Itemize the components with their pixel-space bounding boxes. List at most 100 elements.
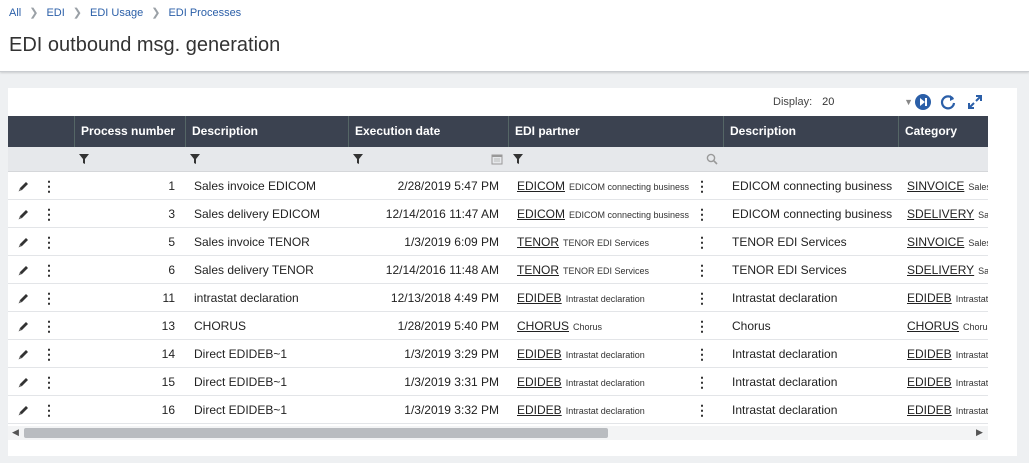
edi-partner-link[interactable]: EDIDEB xyxy=(517,291,562,305)
row-menu-icon[interactable]: ⋮ xyxy=(42,262,56,278)
cell-execution-date: 2/28/2019 5:47 PM xyxy=(397,179,499,193)
edi-partner-link[interactable]: EDICOM xyxy=(517,179,565,193)
category-code-link[interactable]: SINVOICE xyxy=(907,235,965,249)
cell-edi-partner: EDICOM EDICOM connecting business xyxy=(517,172,695,200)
edi-partner-desc: Intrastat declaration xyxy=(565,378,645,388)
refresh-icon[interactable] xyxy=(939,93,957,111)
breadcrumb: All ❯ EDI ❯ EDI Usage ❯ EDI Processes xyxy=(9,6,242,20)
edit-icon[interactable] xyxy=(17,228,33,256)
edi-partner-link[interactable]: EDICOM xyxy=(517,207,565,221)
table-row[interactable]: ⋮ 16 Direct EDIDEB~1 1/3/2019 3:32 PM EDIDEB… xyxy=(8,396,988,424)
cell-description: Sales delivery TENOR xyxy=(194,263,314,277)
filter-icon[interactable] xyxy=(78,153,90,165)
scroll-right-arrow-icon[interactable]: ▶ xyxy=(976,427,983,437)
cell-process-number: 16 xyxy=(161,403,175,417)
cell-process-number: 14 xyxy=(161,347,175,361)
caret-down-icon[interactable]: ▼ xyxy=(904,97,914,107)
table-row[interactable]: ⋮ 15 Direct EDIDEB~1 1/3/2019 3:31 PM EDIDEB… xyxy=(8,368,988,396)
category-code-desc: Sales in xyxy=(968,238,988,248)
edi-partner-link[interactable]: TENOR xyxy=(517,263,559,277)
table-row[interactable]: ⋮ 6 Sales delivery TENOR 12/14/2016 11:48 A… xyxy=(8,256,988,284)
category-code-link[interactable]: EDIDEB xyxy=(907,403,952,417)
edit-icon[interactable] xyxy=(17,396,33,424)
partner-menu-icon[interactable]: ⋮ xyxy=(695,346,709,362)
edi-partner-link[interactable]: EDIDEB xyxy=(517,375,562,389)
header-execution-date[interactable]: Execution date xyxy=(348,116,508,147)
category-code-link[interactable]: SINVOICE xyxy=(907,179,965,193)
row-menu-icon[interactable]: ⋮ xyxy=(42,374,56,390)
header-edi-partner[interactable]: EDI partner xyxy=(508,116,723,147)
cell-partner-description: EDICOM connecting business xyxy=(732,179,893,193)
category-code-link[interactable]: SDELIVERY xyxy=(907,263,975,277)
table-row[interactable]: ⋮ 11 intrastat declaration 12/13/2018 4:49 … xyxy=(8,284,988,312)
cell-description: intrastat declaration xyxy=(194,291,299,305)
chevron-right-icon: ❯ xyxy=(72,7,83,19)
cell-partner-description: Intrastat declaration xyxy=(732,403,838,417)
table-row[interactable]: ⋮ 3 Sales delivery EDICOM 12/14/2016 11:47 … xyxy=(8,200,988,228)
partner-menu-icon[interactable]: ⋮ xyxy=(695,234,709,250)
partner-menu-icon[interactable]: ⋮ xyxy=(695,290,709,306)
table-row[interactable]: ⋮ 14 Direct EDIDEB~1 1/3/2019 3:29 PM EDIDEB… xyxy=(8,340,988,368)
display-select[interactable]: 20 xyxy=(822,96,835,108)
table-row[interactable]: ⋮ 13 CHORUS 1/28/2019 5:40 PM CHORUS Chorus ⋮ C… xyxy=(8,312,988,340)
category-code-link[interactable]: EDIDEB xyxy=(907,291,952,305)
category-code-desc: Intrastat xyxy=(955,406,988,416)
header-process-number[interactable]: Process number xyxy=(74,116,185,147)
filter-icon[interactable] xyxy=(189,153,201,165)
partner-menu-icon[interactable]: ⋮ xyxy=(695,402,709,418)
header-partner-description[interactable]: Description xyxy=(723,116,898,147)
row-menu-icon[interactable]: ⋮ xyxy=(42,290,56,306)
category-code-link[interactable]: EDIDEB xyxy=(907,375,952,389)
calendar-icon[interactable] xyxy=(491,153,503,165)
edit-icon[interactable] xyxy=(17,368,33,396)
row-menu-icon[interactable]: ⋮ xyxy=(42,234,56,250)
skip-to-end-icon[interactable] xyxy=(914,93,932,111)
table-row[interactable]: ⋮ 5 Sales invoice TENOR 1/3/2019 6:09 PM TEN… xyxy=(8,228,988,256)
partner-menu-icon[interactable]: ⋮ xyxy=(695,206,709,222)
category-code-desc: Sales xyxy=(978,266,988,276)
partner-menu-icon[interactable]: ⋮ xyxy=(695,374,709,390)
breadcrumb-all[interactable]: All xyxy=(9,6,22,19)
category-code-link[interactable]: SDELIVERY xyxy=(907,207,975,221)
header-description[interactable]: Description xyxy=(185,116,348,147)
cell-execution-date: 12/13/2018 4:49 PM xyxy=(390,291,499,305)
category-code-link[interactable]: EDIDEB xyxy=(907,347,952,361)
row-menu-icon[interactable]: ⋮ xyxy=(42,346,56,362)
display-label: Display: xyxy=(773,96,813,108)
edit-icon[interactable] xyxy=(17,200,33,228)
row-menu-icon[interactable]: ⋮ xyxy=(42,178,56,194)
filter-icon[interactable] xyxy=(352,153,364,165)
horizontal-scrollbar[interactable]: ◀ ▶ xyxy=(8,426,988,440)
filter-icon[interactable] xyxy=(512,153,524,165)
cell-partner-description: Intrastat declaration xyxy=(732,291,838,305)
cell-category-code: EDIDEB Intrastat xyxy=(907,284,988,312)
row-menu-icon[interactable]: ⋮ xyxy=(42,318,56,334)
header-category-code[interactable]: Category code xyxy=(898,116,988,169)
row-menu-icon[interactable]: ⋮ xyxy=(42,402,56,418)
partner-menu-icon[interactable]: ⋮ xyxy=(695,318,709,334)
breadcrumb-edi[interactable]: EDI xyxy=(46,6,65,19)
edi-partner-link[interactable]: EDIDEB xyxy=(517,347,562,361)
partner-menu-icon[interactable]: ⋮ xyxy=(695,262,709,278)
edi-partner-desc: EDICOM connecting business xyxy=(569,210,690,220)
edi-partner-link[interactable]: TENOR xyxy=(517,235,559,249)
edit-icon[interactable] xyxy=(17,312,33,340)
scroll-left-arrow-icon[interactable]: ◀ xyxy=(12,427,19,437)
row-menu-icon[interactable]: ⋮ xyxy=(42,206,56,222)
edit-icon[interactable] xyxy=(17,256,33,284)
partner-menu-icon[interactable]: ⋮ xyxy=(695,178,709,194)
edit-icon[interactable] xyxy=(17,340,33,368)
expand-icon[interactable] xyxy=(966,93,984,111)
table-row[interactable]: ⋮ 1 Sales invoice EDICOM 2/28/2019 5:47 PM E… xyxy=(8,172,988,200)
scrollbar-thumb[interactable] xyxy=(24,428,608,438)
breadcrumb-edi-processes[interactable]: EDI Processes xyxy=(168,6,242,19)
cell-description: CHORUS xyxy=(194,319,247,333)
edi-partner-link[interactable]: EDIDEB xyxy=(517,403,562,417)
edi-partner-link[interactable]: CHORUS xyxy=(517,319,570,333)
edit-icon[interactable] xyxy=(17,284,33,312)
search-icon[interactable] xyxy=(706,153,718,165)
edit-icon[interactable] xyxy=(17,172,33,200)
category-code-link[interactable]: CHORUS xyxy=(907,319,960,333)
breadcrumb-edi-usage[interactable]: EDI Usage xyxy=(90,6,144,19)
